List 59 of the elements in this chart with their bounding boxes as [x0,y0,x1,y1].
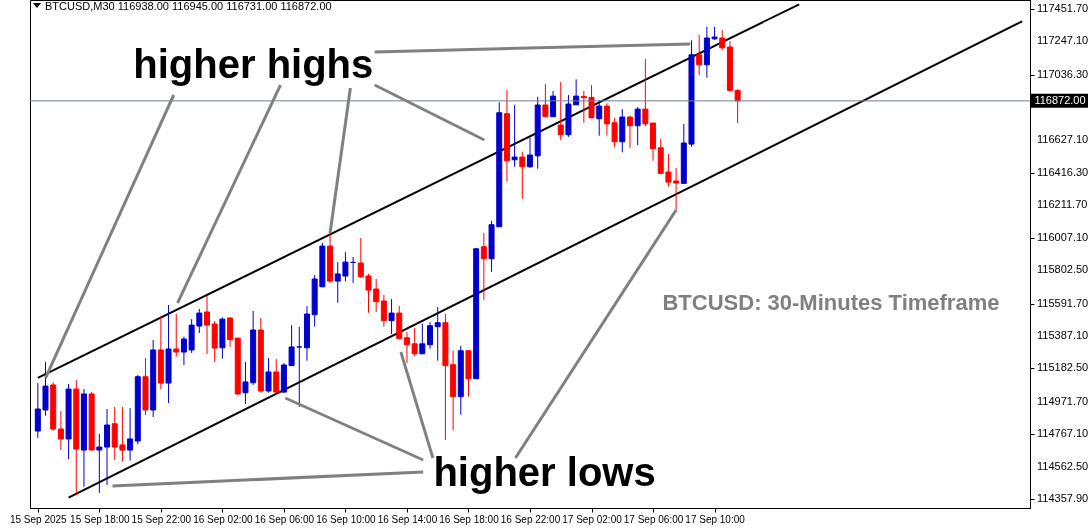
x-tick-label: 17 Sep 02:00 [562,513,623,525]
chart-title: BTCUSD,M30 116938.00 116945.00 116731.00 116872.00 [45,0,332,12]
y-tick-label: 114971.70 [1037,394,1089,407]
annotation: BTCUSD: 30-Minutes Timeframe [662,290,1000,315]
annotation: higher highs [133,42,374,86]
candlestick [96,433,103,494]
candlestick [480,232,487,301]
y-tick-label: 116007.10 [1037,230,1089,243]
annotation: higher lows [433,450,656,494]
candlestick [419,323,426,355]
y-tick-label: 116416.30 [1037,166,1089,179]
y-tick-label: 115387.10 [1037,329,1089,342]
y-tick-label: 114767.10 [1037,427,1089,440]
y-tick-label: 117036.30 [1037,67,1089,80]
candlestick [511,104,518,168]
x-tick-label: 16 Sep 14:00 [377,513,438,525]
candlestick [626,115,633,149]
candlestick [557,81,564,141]
y-tick-label: 115182.50 [1037,361,1089,374]
candlestick [519,151,526,200]
x-tick-label: 16 Sep 10:00 [316,513,377,525]
x-tick-label: 16 Sep 18:00 [439,513,500,525]
y-tick-label: 117247.10 [1037,34,1089,47]
candlestick [434,306,441,362]
candlestick [173,313,180,358]
candlestick [388,298,395,335]
candlestick [127,407,134,462]
candlestick [273,358,280,394]
candlestick [57,410,64,451]
candlestick [527,137,533,169]
candlestick [204,295,211,355]
candlestick [696,34,703,76]
x-tick-label: 15 Sep 18:00 [70,513,131,525]
ref-line-label: 116872.00 [1034,93,1086,106]
y-tick-label: 114562.50 [1037,459,1089,472]
y-tick-label: 117451.70 [1037,2,1089,15]
candlestick [596,99,603,137]
x-tick-label: 15 Sep 22:00 [131,513,192,525]
x-tick-label: 16 Sep 06:00 [254,513,315,525]
candlestick [380,294,387,328]
candlestick [265,357,272,394]
candlestick [427,321,434,350]
y-tick-label: 116627.10 [1037,132,1089,145]
x-tick-label: 17 Sep 06:00 [623,513,684,525]
x-tick-label: 17 Sep 10:00 [685,513,746,525]
y-tick-label: 116211.70 [1037,198,1088,211]
x-tick-label: 16 Sep 02:00 [193,513,254,525]
candlestick [542,83,549,118]
y-tick-label: 114357.90 [1037,491,1089,504]
y-tick-label: 115802.50 [1037,263,1089,276]
candlestick [550,90,557,118]
candlestick [634,106,641,146]
x-tick-label: 15 Sep 2025 [9,513,68,525]
x-tick-label: 16 Sep 22:00 [500,513,561,525]
y-tick-label: 115591.70 [1037,296,1089,309]
candlestick [719,29,726,51]
candlestick [227,316,234,348]
candlestick [296,326,303,408]
candlestick [104,408,111,486]
